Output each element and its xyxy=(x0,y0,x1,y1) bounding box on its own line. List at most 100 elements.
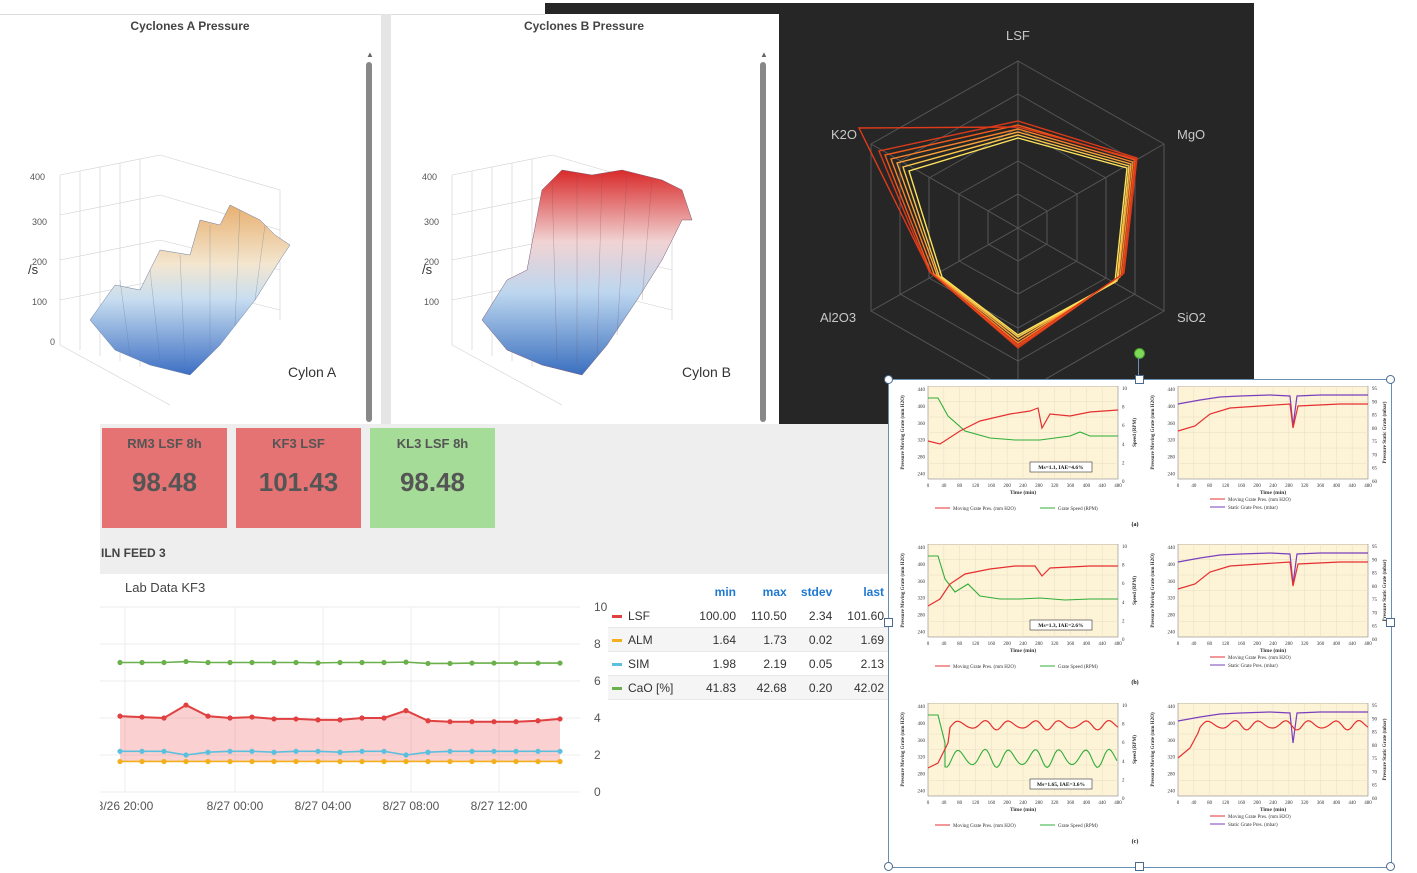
resize-handle[interactable] xyxy=(1386,618,1395,627)
data-point[interactable] xyxy=(183,752,189,758)
data-point[interactable] xyxy=(447,719,453,725)
data-point[interactable] xyxy=(491,719,497,725)
legend-name[interactable]: CaO [%] xyxy=(628,680,674,695)
data-point[interactable] xyxy=(359,659,365,666)
resize-handle[interactable] xyxy=(884,375,893,384)
scroll-up-icon[interactable]: ▲ xyxy=(760,50,768,59)
data-point[interactable] xyxy=(293,748,299,754)
col-min[interactable]: min xyxy=(714,585,736,599)
data-point[interactable] xyxy=(557,716,563,722)
data-point[interactable] xyxy=(535,748,541,754)
data-point[interactable] xyxy=(557,660,563,666)
data-point[interactable] xyxy=(293,716,299,722)
data-point[interactable] xyxy=(381,659,387,666)
data-point[interactable] xyxy=(227,748,233,754)
col-max[interactable]: max xyxy=(762,585,787,599)
data-point[interactable] xyxy=(425,660,431,667)
scrollbar-a[interactable] xyxy=(366,62,372,422)
legend-row-cao[interactable]: CaO [%] 41.83 42.68 0.20 42.02 xyxy=(608,675,888,700)
data-point[interactable] xyxy=(227,758,233,765)
data-point[interactable] xyxy=(205,749,211,755)
data-point[interactable] xyxy=(117,659,123,666)
data-point[interactable] xyxy=(183,702,189,708)
data-point[interactable] xyxy=(557,758,563,765)
data-point[interactable] xyxy=(381,748,387,754)
data-point[interactable] xyxy=(513,758,519,765)
resize-handle[interactable] xyxy=(1135,862,1144,871)
rotate-handle[interactable] xyxy=(1134,348,1145,359)
data-point[interactable] xyxy=(139,758,145,765)
data-point[interactable] xyxy=(271,716,277,722)
data-point[interactable] xyxy=(139,714,145,720)
data-point[interactable] xyxy=(271,749,277,755)
data-point[interactable] xyxy=(249,714,255,720)
data-point[interactable] xyxy=(403,758,409,765)
section-title[interactable]: ILN FEED 3 xyxy=(101,546,166,560)
data-point[interactable] xyxy=(183,658,189,665)
data-point[interactable] xyxy=(139,748,145,754)
data-point[interactable] xyxy=(271,758,277,765)
data-point[interactable] xyxy=(403,752,409,758)
data-point[interactable] xyxy=(337,717,343,723)
data-point[interactable] xyxy=(271,659,277,666)
scrollbar-b[interactable] xyxy=(760,62,766,422)
col-last[interactable]: last xyxy=(863,585,884,599)
data-point[interactable] xyxy=(161,748,167,754)
data-point[interactable] xyxy=(227,659,233,666)
scroll-up-icon[interactable]: ▲ xyxy=(366,50,374,59)
data-point[interactable] xyxy=(381,715,387,721)
data-point[interactable] xyxy=(205,659,211,666)
data-point[interactable] xyxy=(117,713,123,719)
data-point[interactable] xyxy=(381,758,387,765)
legend-name[interactable]: LSF xyxy=(628,608,651,623)
data-point[interactable] xyxy=(447,660,453,667)
data-point[interactable] xyxy=(359,758,365,765)
data-point[interactable] xyxy=(117,758,123,765)
data-point[interactable] xyxy=(557,748,563,754)
data-point[interactable] xyxy=(469,748,475,754)
data-point[interactable] xyxy=(425,718,431,724)
data-point[interactable] xyxy=(513,660,519,666)
data-point[interactable] xyxy=(491,748,497,754)
data-point[interactable] xyxy=(491,758,497,765)
data-point[interactable] xyxy=(161,659,167,666)
data-point[interactable] xyxy=(249,659,255,666)
data-point[interactable] xyxy=(469,660,475,666)
col-stdev[interactable]: stdev xyxy=(800,585,833,599)
data-point[interactable] xyxy=(337,659,343,666)
data-point[interactable] xyxy=(183,758,189,765)
data-point[interactable] xyxy=(315,758,321,765)
data-point[interactable] xyxy=(227,715,233,721)
data-point[interactable] xyxy=(513,719,519,725)
resize-handle[interactable] xyxy=(1386,375,1395,384)
legend-row-lsf[interactable]: LSF 100.00 110.50 2.34 101.60 xyxy=(608,604,888,628)
data-point[interactable] xyxy=(535,660,541,666)
legend-name[interactable]: SIM xyxy=(628,656,650,671)
data-point[interactable] xyxy=(447,748,453,754)
data-point[interactable] xyxy=(315,660,321,666)
data-point[interactable] xyxy=(447,758,453,765)
data-point[interactable] xyxy=(469,719,475,725)
data-point[interactable] xyxy=(513,748,519,754)
data-point[interactable] xyxy=(359,748,365,754)
data-point[interactable] xyxy=(315,717,321,723)
data-point[interactable] xyxy=(425,758,431,765)
resize-handle[interactable] xyxy=(884,862,893,871)
data-point[interactable] xyxy=(535,718,541,724)
data-point[interactable] xyxy=(403,708,409,714)
data-point[interactable] xyxy=(139,659,145,666)
data-point[interactable] xyxy=(337,758,343,765)
data-point[interactable] xyxy=(249,758,255,765)
data-point[interactable] xyxy=(403,659,409,665)
data-point[interactable] xyxy=(205,758,211,765)
data-point[interactable] xyxy=(161,715,167,721)
legend-row-alm[interactable]: ALM 1.64 1.73 0.02 1.69 xyxy=(608,627,888,652)
legend-name[interactable]: ALM xyxy=(628,632,653,647)
data-point[interactable] xyxy=(337,749,343,755)
data-point[interactable] xyxy=(293,758,299,765)
legend-row-sim[interactable]: SIM 1.98 2.19 0.05 2.13 xyxy=(608,651,888,676)
data-point[interactable] xyxy=(293,659,299,666)
data-point[interactable] xyxy=(535,758,541,765)
resize-handle[interactable] xyxy=(884,618,893,627)
data-point[interactable] xyxy=(315,748,321,754)
